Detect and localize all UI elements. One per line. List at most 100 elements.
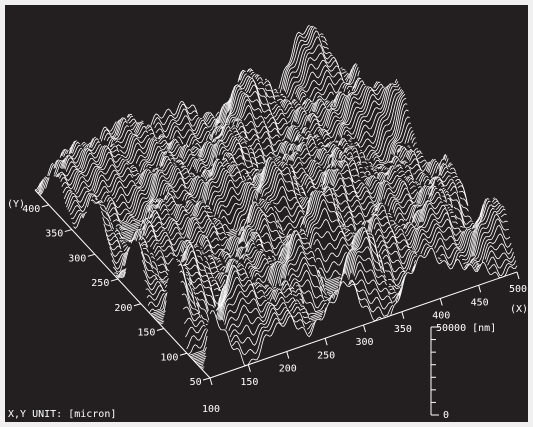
- surface-profile-line: [144, 180, 416, 292]
- surface-profile-line: [183, 181, 468, 304]
- surface-profile-line: [140, 158, 443, 275]
- surface-profile-line: [201, 218, 509, 370]
- surface-profile-line: [119, 81, 381, 231]
- x-tick-mark: [478, 285, 482, 293]
- z-scale-min-label: 0: [443, 410, 449, 421]
- surface-profile-line: [184, 185, 469, 307]
- y-tick-label: 250: [91, 278, 109, 289]
- surface-profile-line: [153, 165, 456, 319]
- y-tick-mark: [64, 229, 72, 233]
- x-tick-label: 200: [279, 364, 297, 375]
- surface-profile-line: [53, 68, 353, 169]
- surface-profile-line: [99, 103, 408, 216]
- surface-profile-line: [116, 145, 403, 278]
- surface-profile-line: [106, 133, 415, 246]
- surface-plot: 100 150 200 250 300 350 400 450 500 (X) 50 100 150…: [7, 5, 528, 421]
- surface-profile-line: [97, 93, 406, 243]
- surface-profile-line: [230, 255, 516, 346]
- surface-profile-line: [120, 86, 385, 234]
- surface-profile-line: [156, 158, 434, 272]
- x-tick-mark: [247, 364, 251, 372]
- surface-profile-line: [152, 163, 440, 282]
- surface-profile-line: [101, 109, 409, 242]
- surface-profile-line: [140, 158, 449, 284]
- surface-profile-line: [142, 161, 449, 285]
- surface-profile-line: [57, 79, 305, 178]
- surface-profile-line: [181, 204, 457, 317]
- surface-profile-line: [209, 247, 518, 366]
- surface-profile-line: [228, 243, 513, 332]
- x-axis-ticks: 100 150 200 250 300 350 400 450 500: [202, 271, 527, 415]
- surface-profile-line: [185, 218, 462, 338]
- surface-profile-line: [114, 146, 411, 275]
- surface-profile-line: [177, 187, 449, 299]
- x-tick-label: 300: [356, 337, 374, 348]
- surface-profile-line: [182, 178, 469, 297]
- surface-profile-line: [200, 213, 508, 369]
- surface-profile-line: [108, 137, 416, 251]
- surface-profile-line: [139, 155, 448, 283]
- surface-profile-line: [60, 66, 359, 168]
- surface-profile-line: [179, 196, 453, 308]
- surface-profile-line: [59, 84, 306, 182]
- x-tick-label: 150: [240, 377, 258, 388]
- surface-profile-line: [182, 207, 458, 322]
- y-tick-mark: [156, 328, 165, 332]
- surface-profile-line: [151, 162, 439, 281]
- y-tick-label: 200: [114, 303, 132, 314]
- surface-profile-line: [157, 166, 462, 322]
- surface-profile-line: [38, 26, 328, 195]
- surface-profile-line: [109, 142, 417, 258]
- surface-profile-line: [155, 162, 458, 320]
- plot-frame: 100 150 200 250 300 350 400 450 500 (X) 50 100 150…: [5, 5, 528, 422]
- surface-mesh: [35, 25, 518, 370]
- surface-profile-line: [61, 95, 312, 190]
- x-tick-mark: [209, 377, 213, 386]
- surface-profile-line: [183, 212, 461, 328]
- y-axis-line: [34, 189, 211, 379]
- x-tick-label: 500: [509, 284, 527, 295]
- surface-profile-line: [62, 98, 313, 194]
- surface-profile-line: [198, 207, 506, 366]
- surface-profile-line: [158, 170, 467, 324]
- surface-profile-line: [37, 25, 327, 193]
- surface-profile-line: [186, 224, 475, 350]
- surface-profile-line: [122, 150, 423, 279]
- surface-profile-line: [45, 44, 346, 189]
- surface-profile-line: [121, 87, 386, 235]
- surface-profile-line: [195, 188, 444, 314]
- surface-profile-line: [194, 188, 441, 326]
- y-tick-label: 300: [68, 253, 86, 264]
- surface-profile-line: [121, 83, 384, 232]
- surface-profile-line: [64, 100, 328, 204]
- surface-profile-line: [93, 86, 401, 242]
- y-tick-label: 50: [190, 377, 202, 388]
- x-tick-mark: [363, 324, 366, 333]
- surface-profile-line: [61, 70, 360, 169]
- surface-profile-line: [149, 160, 438, 276]
- surface-profile-line: [153, 157, 430, 258]
- surface-profile-line: [196, 193, 472, 313]
- surface-profile-line: [159, 175, 468, 325]
- x-tick-label: 250: [317, 350, 335, 361]
- y-tick-mark: [179, 352, 188, 356]
- surface-profile-line: [225, 233, 512, 330]
- surface-profile-line: [152, 164, 453, 317]
- surface-profile-line: [112, 145, 410, 273]
- surface-profile-line: [60, 52, 347, 157]
- surface-profile-line: [90, 81, 399, 240]
- z-scale-max-label: 50000 [nm]: [436, 323, 496, 334]
- surface-profile-line: [188, 219, 479, 356]
- surface-profile-line: [108, 77, 360, 222]
- surface-profile-line: [55, 64, 358, 176]
- surface-profile-line: [138, 153, 447, 282]
- surface-profile-line: [68, 98, 333, 212]
- surface-profile-line: [107, 81, 378, 229]
- surface-profile-line: [36, 25, 324, 192]
- y-tick-mark: [41, 204, 49, 208]
- y-tick-label: 150: [137, 328, 155, 339]
- x-tick-mark: [286, 351, 290, 359]
- x-tick-mark: [516, 271, 520, 280]
- surface-profile-line: [231, 250, 517, 356]
- surface-profile-line: [157, 159, 436, 271]
